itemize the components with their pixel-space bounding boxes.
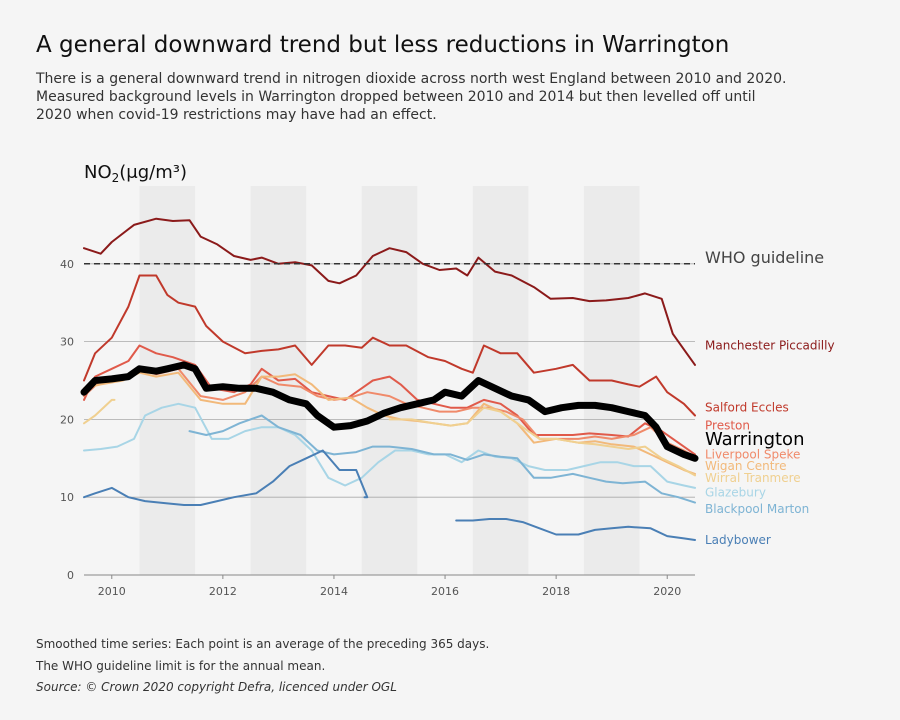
y-tick-label: 10 [60,491,74,504]
x-tick-label: 2012 [209,585,237,598]
x-tick-label: 2014 [320,585,348,598]
subtitle-line: There is a general downward trend in nit… [36,71,787,87]
y-tick-label: 30 [60,336,74,349]
series-label: Liverpool Speke [705,447,800,461]
y-label-units: (μg/m³) [119,162,187,183]
y-tick-label: 20 [60,413,74,426]
series-label: Manchester Piccadilly [705,338,835,352]
series-line-glazebury [83,402,696,489]
series-line-preston [83,344,696,456]
series-line-ladybower [455,518,696,541]
series-label: Blackpool Marton [705,502,809,516]
series-line-blackpool-marton [188,414,696,504]
series-line-salford-eccles [83,274,696,417]
year-band [361,186,418,575]
y-label-main: NO [84,162,112,183]
y-tick-label: 0 [67,569,74,582]
source-note: Source: © Crown 2020 copyright Defra, li… [36,680,397,694]
chart-subtitle: There is a general downward trend in nit… [36,70,866,124]
series-line-manchester-piccadilly [83,217,696,366]
subtitle-line: Measured background levels in Warrington… [36,89,756,105]
series-label: Wirral Tranmere [705,471,801,485]
subtitle-line: 2020 when covid-19 restrictions may have… [36,107,437,123]
y-tick-label: 40 [60,258,74,271]
y-axis-label: NO2(μg/m³) [84,162,187,185]
series-label: Warrington [705,429,804,450]
x-tick-label: 2016 [431,585,459,598]
series-label: Wigan Centre [705,459,786,473]
chart-title: A general downward trend but less reduct… [36,32,730,58]
series-label: Preston [705,419,750,433]
x-tick-label: 2018 [542,585,570,598]
series-line-wirral-tranmere [83,398,116,425]
series-label: Glazebury [705,486,766,500]
series-label: Ladybower [705,533,771,547]
footnote-smoothing: Smoothed time series: Each point is an a… [36,637,490,651]
series-label: Salford Eccles [705,401,789,415]
x-tick-label: 2020 [653,585,681,598]
series-line-ladybower [83,449,369,506]
y-label-sub: 2 [112,171,120,185]
footnote-who: The WHO guideline limit is for the annua… [36,659,326,673]
who-guideline-label: WHO guideline [705,248,824,267]
series-line-warrington [80,361,699,462]
x-tick-label: 2010 [98,585,126,598]
series-line-wirral-tranmere [388,406,696,477]
